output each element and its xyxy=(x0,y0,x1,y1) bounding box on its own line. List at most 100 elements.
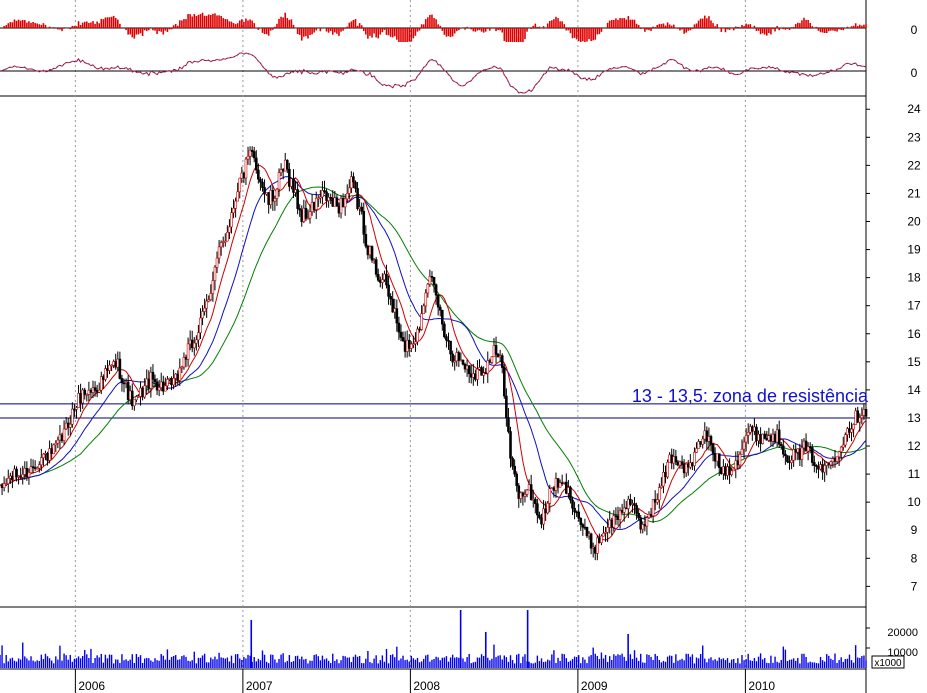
candle-body xyxy=(469,373,473,378)
candle-body xyxy=(707,436,711,442)
candle-body xyxy=(565,481,568,494)
candle-body xyxy=(684,463,688,474)
candle-body xyxy=(567,487,570,494)
resistance-annotation: 13 - 13,5: zona de resistência xyxy=(632,386,869,406)
candle-body xyxy=(130,390,134,407)
candle-body xyxy=(738,454,742,466)
candle-body xyxy=(571,499,574,509)
candle-body xyxy=(368,246,372,256)
candle-body xyxy=(188,339,192,345)
candle-body xyxy=(844,434,847,446)
candle-body xyxy=(447,339,450,342)
candle-body xyxy=(494,345,498,355)
candle-body xyxy=(64,422,68,430)
candle-body xyxy=(509,431,512,459)
candle-body xyxy=(308,211,312,219)
candle-body xyxy=(157,387,161,391)
candle-body xyxy=(197,332,200,341)
year-label-2008: 2008 xyxy=(413,679,440,693)
candle-body xyxy=(678,461,682,466)
candle-body xyxy=(833,458,837,462)
candle-body xyxy=(300,209,304,222)
candle-body xyxy=(217,246,221,259)
candle-body xyxy=(77,393,80,408)
candle-body xyxy=(66,422,70,428)
candle-body xyxy=(2,483,6,488)
candle-body xyxy=(228,226,231,233)
candle-body xyxy=(585,526,589,537)
price-tick-label-21: 21 xyxy=(907,186,921,200)
candle-body xyxy=(360,206,363,212)
candle-body xyxy=(304,207,308,219)
candle-body xyxy=(145,378,149,387)
candle-body xyxy=(821,464,824,473)
candle-body xyxy=(412,343,415,345)
candle-body xyxy=(87,389,91,395)
candle-body xyxy=(732,468,736,472)
candle-body xyxy=(600,535,603,544)
candle-body xyxy=(445,336,448,341)
candle-body xyxy=(744,435,748,443)
candle-body xyxy=(401,337,405,342)
candle-body xyxy=(786,455,789,463)
candle-body xyxy=(560,482,564,484)
candle-body xyxy=(252,151,256,159)
oscillator-1-panel xyxy=(0,12,867,42)
candle-body xyxy=(281,169,285,172)
candle-body xyxy=(23,468,27,475)
candle-body xyxy=(482,372,485,376)
candle-body xyxy=(858,417,862,423)
candle-body xyxy=(740,448,744,455)
candle-body xyxy=(459,359,463,362)
candle-body xyxy=(649,513,653,516)
year-label-2009: 2009 xyxy=(581,679,608,693)
price-tick-label-8: 8 xyxy=(911,551,918,565)
candle-body xyxy=(192,342,196,349)
candle-body xyxy=(606,527,609,533)
candle-body xyxy=(511,457,514,467)
candle-body xyxy=(190,339,194,349)
candle-body xyxy=(443,323,446,337)
candle-body xyxy=(71,408,74,425)
candle-body xyxy=(310,201,314,212)
candle-body xyxy=(329,196,332,199)
candle-body xyxy=(186,343,190,360)
candle-body xyxy=(647,513,651,518)
year-gridlines xyxy=(74,0,746,668)
candle-body xyxy=(715,453,719,462)
candle-body xyxy=(825,462,829,466)
candle-body xyxy=(199,317,202,333)
candle-body xyxy=(4,483,8,485)
candle-body xyxy=(529,484,533,500)
year-label-2006: 2006 xyxy=(78,679,105,693)
candle-body xyxy=(25,468,29,478)
volume-unit-box xyxy=(871,655,905,669)
candle-body xyxy=(254,157,258,171)
candle-body xyxy=(806,446,810,452)
candle-body xyxy=(800,447,804,460)
candle-body xyxy=(137,396,140,398)
candle-body xyxy=(449,340,452,355)
candle-body xyxy=(91,387,95,393)
candle-body xyxy=(554,478,558,491)
candle-body xyxy=(366,245,370,256)
candle-body xyxy=(337,205,341,214)
price-tick-label-22: 22 xyxy=(907,158,921,172)
price-tick-label-17: 17 xyxy=(907,299,921,313)
candle-body xyxy=(701,438,705,445)
price-tick-label-23: 23 xyxy=(907,130,921,144)
candle-body xyxy=(13,468,16,481)
candle-body xyxy=(864,409,868,417)
candle-body xyxy=(17,475,20,478)
candle-body xyxy=(813,462,816,466)
candle-body xyxy=(608,519,612,528)
price-tick-label-13: 13 xyxy=(907,411,921,425)
candle-body xyxy=(612,515,616,528)
candle-body xyxy=(180,366,184,369)
candle-body xyxy=(302,207,306,222)
candle-body xyxy=(645,517,649,527)
candle-body xyxy=(465,365,469,370)
candle-body xyxy=(40,457,43,466)
candle-body xyxy=(517,485,521,499)
